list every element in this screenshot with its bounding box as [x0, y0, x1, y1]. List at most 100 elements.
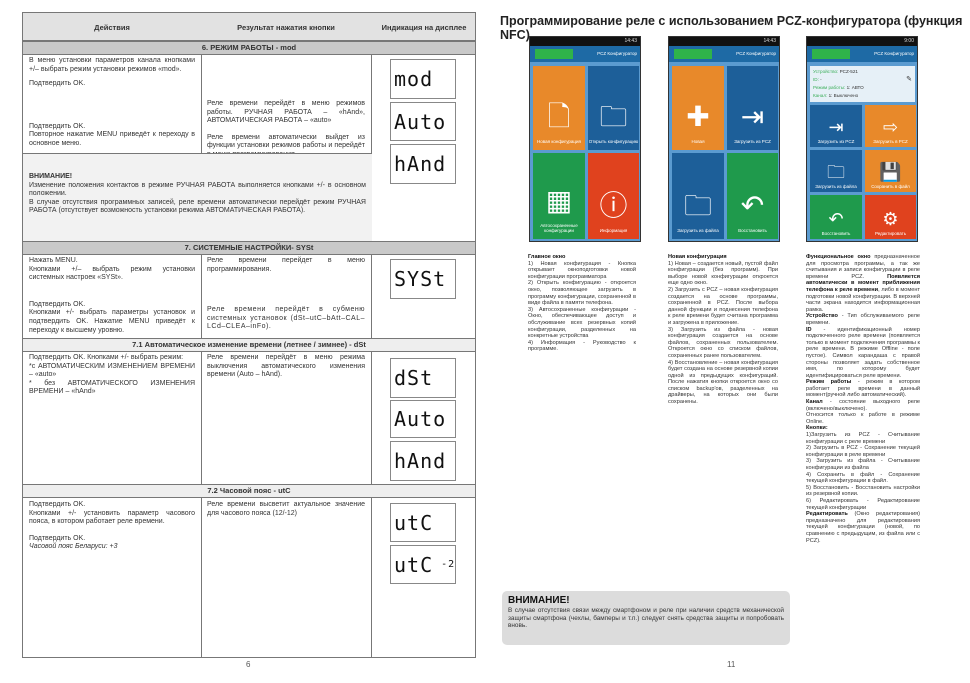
col-header-result: Результат нажатия кнопки [237, 22, 335, 32]
text: Нажать MENU. [29, 257, 78, 264]
text: Подтвердить OK. [29, 300, 86, 308]
function-window-description: Функциональное окно предназначенное для … [806, 254, 920, 544]
page-title: Программирование реле с использованием P… [500, 14, 963, 42]
grid-icon: ▦ [545, 185, 573, 216]
sec6-actions: В меню установки параметров канала кнопк… [23, 54, 201, 152]
settings-table: Действия Результат нажатия кнопки Индика… [22, 12, 476, 658]
page-number: 11 [727, 660, 736, 669]
undo-arrow-icon: ↶ [828, 209, 844, 229]
text: Реле времени перейдёт в субменю системны… [207, 306, 365, 331]
import-icon: ⇥ [740, 101, 765, 132]
status-time: 14:43 [530, 37, 640, 46]
warning-title: ВНИМАНИЕ! [29, 173, 73, 180]
plus-icon: ✚ [686, 101, 710, 132]
section-7-2-title: 7.2 Часовой пояс - utC [23, 484, 475, 498]
pencil-icon: ✎ [906, 76, 912, 83]
tile-autosaved: ▦ Автосохраненные конфигурации [533, 153, 585, 239]
sec71-results: Реле времени перейдёт в меню режима выкл… [207, 354, 365, 379]
new-file-icon: 🗋 [547, 101, 571, 132]
folder-download-icon: 🗀 [827, 162, 845, 182]
tile-new: ✚ Новая [672, 66, 724, 150]
text: Кнопками +/- установить параметр часовог… [29, 509, 195, 526]
col-header-display: Индикация на дисплее [381, 22, 467, 32]
folder-download-icon: 🗀 [683, 190, 712, 221]
text: Подтвердить OK. Кнопками +/- выбрать реж… [29, 354, 184, 361]
left-page: Действия Результат нажатия кнопки Индика… [22, 12, 476, 669]
sec7-results: Реле времени перейдет в меню программиро… [201, 254, 371, 335]
phone-screenshot-function: 9:00 PCZ Конфигуратор Устройство: PCZ-52… [806, 36, 918, 242]
lcd-display: Auto [390, 400, 456, 438]
tile-new-config: 🗋 Новая конфигурация [533, 66, 585, 150]
text: Подтвердить OK. [29, 501, 86, 508]
tile-open-config: 🗀 Открыть конфигурацию [588, 66, 639, 150]
section-7-title: 7. СИСТЕМНЫЕ НАСТРОЙКИ- SYSt [23, 241, 475, 255]
sec72-actions: Подтвердить OK. Кнопками +/- установить … [23, 498, 201, 555]
logo [674, 49, 712, 59]
text: Повторное нажатие MENU приведёт к перехо… [29, 131, 195, 147]
logo [535, 49, 573, 59]
lcd-display: Auto [390, 102, 456, 141]
tile-restore: ↶ Восстановить [810, 195, 862, 239]
text: Реле времени перейдет в меню программиро… [207, 257, 365, 273]
info-frame: Устройство: PCZ-521 ID: - ✎ Режим работы:… [810, 66, 915, 102]
text: В меню установки параметров канала кнопк… [29, 57, 195, 73]
text: В случае отсутствия программных записей,… [29, 198, 366, 215]
text: Реле времени перейдёт в меню режимов раб… [207, 100, 365, 125]
page-number: 6 [246, 660, 251, 669]
text: Подтвердить OK. [29, 534, 86, 542]
lcd-value: -2 [441, 559, 456, 570]
status-time: 9:00 [807, 37, 917, 46]
lcd-display: dSt [390, 358, 456, 398]
folder-download-icon: 🗀 [599, 101, 628, 132]
main-window-description: Главное окно 1) Новая конфигурация - Кно… [528, 254, 636, 353]
tile-save-to-file: 💾 Сохранить в файл [865, 150, 916, 192]
section-6-title: 6. РЕЖИМ РАБОТЫ - mod [23, 41, 475, 55]
import-icon: ⇥ [828, 117, 844, 137]
logo [812, 49, 850, 59]
tile-upload-to-pcz: ⇨ Загрузить в PCZ [865, 105, 916, 147]
status-time: 14:43 [669, 37, 779, 46]
text: * без АВТОМАТИЧЕСКОГО ИЗМЕНЕНИЯ ВРЕМЕНИ … [29, 379, 195, 396]
tile-info: ⓘ Информация [588, 153, 639, 239]
gear-icon: ⚙ [882, 209, 899, 229]
warning-title: ВНИМАНИЕ! [508, 595, 570, 606]
tile-load-from-file: 🗀 Загрузить из файла [672, 153, 724, 239]
sec6-results: Реле времени перейдёт в меню режимов раб… [201, 54, 371, 163]
floppy-disk-icon: 💾 [879, 162, 902, 182]
lcd-display: mod [390, 59, 456, 99]
col-header-actions: Действия [94, 22, 130, 32]
tile-load-from-file: 🗀 Загрузить из файла [810, 150, 862, 192]
tile-load-from-pcz: ⇥ Загрузить из PCZ [727, 66, 778, 150]
text: Кнопками +/– выбрать режим установки сис… [29, 265, 195, 282]
sec6-warning: ВНИМАНИЕ! Изменение положения контактов … [23, 153, 372, 241]
phone-screenshot-main: 14:43 PCZ Конфигуратор 🗋 Новая конфигурац… [529, 36, 641, 242]
text: Подтвердить OK. [29, 122, 86, 130]
app-title: PCZ Конфигуратор [597, 51, 637, 56]
tile-load-from-pcz: ⇥ Загрузить из PCZ [810, 105, 862, 147]
text: Часовой пояс Беларуси: +3 [29, 543, 118, 551]
sec7-actions: Нажать MENU. Кнопками +/– выбрать режим … [23, 254, 201, 338]
sec72-results: Реле времени высветит актуальное значени… [207, 501, 365, 517]
tile-restore: ↶ Восстановить [727, 153, 778, 239]
undo-arrow-icon: ↶ [740, 190, 765, 221]
app-title: PCZ Конфигуратор [736, 51, 776, 56]
new-config-description: Новая конфигурация 1) Новая – создается … [668, 254, 778, 406]
lcd-text: utC [394, 552, 434, 577]
lcd-display: utC [390, 503, 456, 542]
text: Подтвердить OK. [29, 80, 86, 88]
export-icon: ⇨ [882, 117, 899, 137]
warning-box: ВНИМАНИЕ! В случае отсутствия связи межд… [502, 591, 790, 645]
tile-edit: ⚙ Редактировать [865, 195, 916, 239]
lcd-display: hAnd [390, 144, 456, 184]
app-title: PCZ Конфигуратор [874, 51, 914, 56]
info-icon: ⓘ [599, 190, 628, 221]
lcd-display: hAnd [390, 441, 456, 481]
lcd-display: SYSt [390, 259, 456, 299]
text: *с АВТОМАТИЧЕСКИМ ИЗМЕНЕНИЕМ ВРЕМЕНИ – «… [29, 362, 195, 379]
lcd-display: utC -2 [390, 545, 456, 584]
sec71-actions: Подтвердить OK. Кнопками +/- выбрать реж… [23, 351, 201, 400]
text: Изменение положения контактов в режиме Р… [29, 181, 366, 198]
warning-text: В случае отсутствия связи между смартфон… [508, 607, 784, 630]
text: Кнопками +/- выбрать параметры установок… [29, 309, 195, 334]
phone-screenshot-new: 14:43 PCZ Конфигуратор ✚ Новая ⇥ Загрузить… [668, 36, 780, 242]
